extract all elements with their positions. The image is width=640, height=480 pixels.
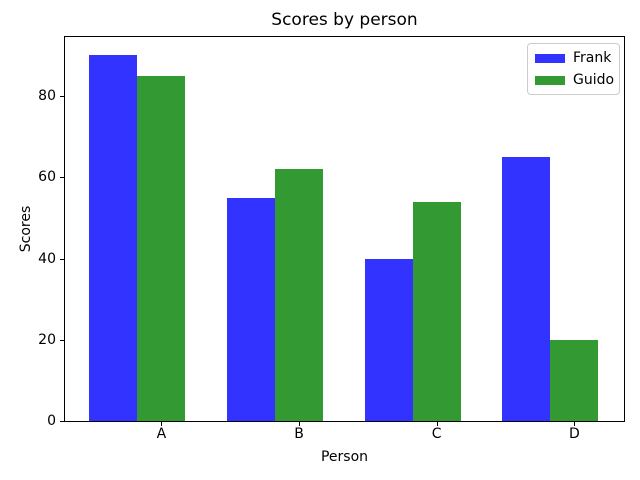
x-tick-label-b: B — [294, 426, 304, 442]
x-tick-mark — [436, 422, 438, 426]
y-tick-label-20: 20 — [38, 331, 56, 348]
y-tick-mark — [60, 421, 64, 422]
bar-frank-d — [502, 156, 551, 421]
y-tick-label-0: 0 — [47, 413, 56, 429]
y-tick-label-80: 80 — [38, 87, 56, 104]
bars-layer — [65, 37, 624, 421]
x-tick-mark — [299, 422, 301, 426]
legend-swatch-frank — [535, 53, 565, 63]
bar-guido-c — [412, 201, 461, 421]
bar-guido-a — [137, 75, 186, 421]
bar-frank-b — [226, 197, 275, 421]
y-tick-label-40: 40 — [38, 250, 56, 267]
bar-frank-a — [89, 55, 138, 421]
y-tick-mark — [60, 95, 64, 97]
legend-swatch-guido — [535, 75, 565, 85]
bar-guido-b — [275, 169, 324, 421]
bar-guido-d — [550, 339, 599, 421]
legend-item-frank: Frank — [535, 51, 611, 65]
x-axis-label: Person — [320, 449, 369, 465]
legend-item-guido: Guido — [535, 72, 615, 88]
chart-title: Scores by person — [271, 10, 418, 30]
y-axis-label: Scores — [18, 205, 34, 253]
y-tick-mark — [60, 177, 64, 179]
y-tick-mark — [60, 339, 64, 341]
bar-frank-c — [364, 258, 413, 421]
plot-area — [64, 36, 625, 422]
x-tick-label-a: A — [156, 426, 167, 442]
x-tick-mark — [161, 422, 163, 426]
y-tick-label-60: 60 — [38, 169, 56, 186]
legend-label-guido: Guido — [573, 72, 615, 88]
y-tick-mark — [60, 258, 64, 260]
x-tick-label-c: C — [431, 426, 442, 442]
legend: Frank Guido — [527, 43, 620, 95]
x-tick-mark — [574, 422, 576, 426]
x-tick-label-d: D — [569, 426, 580, 442]
legend-label-frank: Frank — [573, 50, 612, 66]
